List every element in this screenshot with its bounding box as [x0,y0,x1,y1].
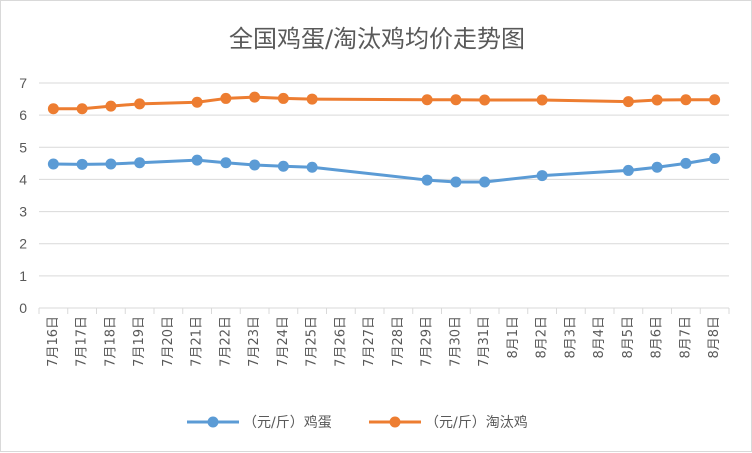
x-tick-label: 8月4日 [592,316,607,359]
data-point [306,93,318,105]
x-tick-label: 7月16日 [46,316,61,367]
y-tick-label: 6 [19,107,27,123]
y-tick-label: 4 [19,171,27,187]
x-tick-label: 7月31日 [477,316,492,367]
series-line [53,157,715,184]
data-point [421,174,433,186]
data-point [306,161,318,173]
legend: （元/斤）鸡蛋 （元/斤）淘汰鸡 [187,414,528,431]
data-point [76,158,88,170]
y-tick-label: 7 [19,75,27,91]
data-point [479,94,491,106]
y-tick-label: 3 [19,204,27,220]
y-tick-label: 5 [19,139,27,155]
data-point [105,158,117,170]
data-point [479,176,491,188]
data-point [450,176,462,188]
x-tick-label: 7月20日 [161,316,176,367]
legend-swatch-marker [389,416,401,428]
data-point [680,94,692,106]
x-tick-label: 8月6日 [650,316,665,359]
data-point [134,157,146,169]
data-point [651,161,663,173]
x-tick-label: 7月25日 [305,316,320,367]
legend-label: （元/斤）淘汰鸡 [425,414,528,431]
x-tick-label: 8月5日 [621,316,636,359]
data-point [709,94,721,106]
x-tick-label: 8月1日 [506,316,521,359]
x-tick-label: 7月27日 [362,316,377,367]
data-point [421,94,433,106]
x-tick-label: 8月2日 [535,316,550,359]
x-tick-label: 7月29日 [420,316,435,367]
data-point [47,103,59,115]
x-tick-label: 7月19日 [132,316,147,367]
series-hen [47,91,721,115]
x-tick-label: 8月8日 [707,316,722,359]
data-point [622,96,634,108]
data-point [76,103,88,115]
legend-item: （元/斤）鸡蛋 [187,414,332,431]
data-point [450,94,462,106]
data-point [220,157,232,169]
data-point [134,98,146,110]
series-line [53,95,715,111]
data-point [709,153,721,165]
x-tick-label: 7月26日 [333,316,348,367]
x-tick-label: 7月22日 [218,316,233,367]
x-tick-label: 8月7日 [678,316,693,359]
data-point [651,94,663,106]
data-point [622,164,634,176]
data-point [536,170,548,182]
x-tick-label: 8月3日 [563,316,578,359]
data-point [191,96,203,108]
y-tick-label: 2 [19,236,27,252]
y-tick-label: 0 [19,300,27,316]
data-point [277,92,289,104]
legend-label: （元/斤）鸡蛋 [243,414,332,431]
data-point [47,158,59,170]
x-tick-label: 7月18日 [103,316,118,367]
series-egg [47,153,721,188]
x-tick-label: 7月23日 [247,316,262,367]
y-tick-label: 1 [19,268,27,284]
x-tick-label: 7月30日 [448,316,463,367]
data-point [191,154,203,166]
legend-swatch-marker [207,416,219,428]
legend-item: （元/斤）淘汰鸡 [369,414,528,431]
x-tick-label: 7月24日 [276,316,291,367]
data-point [105,100,117,112]
data-point [680,157,692,169]
data-point [249,159,261,171]
x-tick-label: 7月17日 [75,316,90,367]
x-tick-label: 7月21日 [190,316,205,367]
data-point [277,160,289,172]
chart-title: 全国鸡蛋/淘汰鸡均价走势图 [229,25,525,53]
data-point [220,92,232,104]
data-point [536,94,548,106]
data-point [249,91,261,103]
x-tick-label: 7月28日 [391,316,406,367]
